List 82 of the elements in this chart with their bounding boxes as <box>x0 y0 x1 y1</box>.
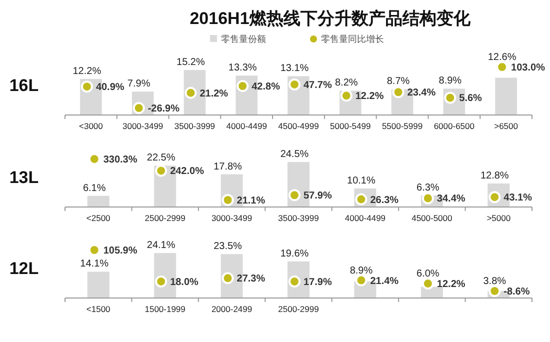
data-label: 8.7% <box>386 76 410 88</box>
data-label: 13.3% <box>228 62 257 74</box>
point <box>288 189 300 202</box>
data-label: 17.9% <box>304 277 332 288</box>
data-label: 23.4% <box>407 88 436 99</box>
data-label: 5.6% <box>459 93 482 104</box>
data-label: -8.6% <box>504 286 530 298</box>
data-label: 8.9% <box>350 265 373 276</box>
data-label: 6.1% <box>82 182 106 194</box>
data-label: 242.0% <box>170 166 204 178</box>
data-label: 7.9% <box>127 78 150 90</box>
x-tick-label: 2500-2999 <box>144 213 186 223</box>
data-label: 27.3% <box>236 274 266 285</box>
x-tick-label: <2500 <box>86 213 111 223</box>
data-label: 57.9% <box>304 190 332 202</box>
data-label: 12.2% <box>72 66 102 77</box>
data-label: 12.6% <box>488 52 516 63</box>
x-tick-label: 4000-4499 <box>226 121 268 131</box>
x-tick-label: 5000-5499 <box>330 121 371 131</box>
data-label: 17.8% <box>214 161 242 172</box>
data-label: 21.1% <box>236 196 266 206</box>
data-label: -26.9% <box>148 104 180 114</box>
data-label: 43.1% <box>504 192 532 204</box>
data-label: 24.5% <box>280 149 309 160</box>
data-label: 24.1% <box>146 240 176 251</box>
point <box>80 80 93 93</box>
data-label: 22.5% <box>146 152 176 164</box>
data-label: 34.4% <box>436 194 466 205</box>
legend-label: 零售量份额 <box>221 34 266 44</box>
x-tick-label: >5000 <box>486 213 511 223</box>
point <box>288 78 300 90</box>
data-label: 26.3% <box>370 194 399 206</box>
x-tick-label: 4500-4999 <box>278 121 320 131</box>
data-label: 14.1% <box>80 258 109 270</box>
data-label: 21.2% <box>200 88 228 100</box>
point <box>222 194 234 206</box>
point <box>155 164 168 177</box>
bar <box>87 196 110 207</box>
x-tick-label: 2000-2499 <box>211 304 252 314</box>
x-tick-label: 2500-2999 <box>278 304 320 314</box>
x-tick-label: 3500-3999 <box>278 213 320 223</box>
data-label: 6.0% <box>416 268 440 280</box>
point <box>340 90 352 102</box>
x-tick-label: 3000-3499 <box>211 213 252 223</box>
data-label: 330.3% <box>103 154 138 166</box>
data-label: 6.3% <box>416 182 440 194</box>
data-label: 8.2% <box>334 78 358 89</box>
bar <box>87 272 110 298</box>
data-label: 12.2% <box>355 91 384 102</box>
x-tick-label: <3000 <box>79 121 104 131</box>
data-label: 21.4% <box>370 276 399 287</box>
data-label: 8.9% <box>438 76 462 87</box>
x-tick-label: >6500 <box>494 121 518 131</box>
y-axis-title: 12L <box>9 258 39 278</box>
x-tick-label: 1500-1999 <box>144 304 186 314</box>
x-tick-label: 4500-5000 <box>412 213 453 223</box>
data-label: 12.2% <box>436 279 466 290</box>
data-label: 12.8% <box>480 170 509 182</box>
x-tick-label: 3000-3499 <box>122 121 164 131</box>
point <box>236 80 249 92</box>
x-tick-label: 3500-3999 <box>174 121 216 131</box>
y-axis-title: 16L <box>9 76 39 95</box>
data-label: 19.6% <box>280 248 309 260</box>
legend-label: 零售量同比增长 <box>321 34 384 44</box>
data-label: 23.5% <box>214 241 242 252</box>
data-label: 47.7% <box>304 80 332 91</box>
bar <box>495 78 517 115</box>
data-label: 18.0% <box>170 276 199 288</box>
x-tick-label: <1500 <box>86 304 111 314</box>
data-label: 3.8% <box>483 276 506 287</box>
chart-title: 2016H1燃热线下分升数产品结构变化 <box>190 9 472 28</box>
x-tick-label: 4000-4499 <box>344 213 386 223</box>
x-tick-label: 6000-6500 <box>434 121 475 131</box>
y-axis-title: 13L <box>9 168 39 187</box>
data-label: 42.8% <box>252 82 280 92</box>
data-label: 40.9% <box>96 82 124 94</box>
data-label: 105.9% <box>103 246 138 256</box>
data-label: 10.1% <box>347 175 376 186</box>
x-tick-label: 5500-5999 <box>382 121 423 131</box>
data-label: 15.2% <box>176 57 206 68</box>
data-label: 13.1% <box>280 63 309 74</box>
data-label: 103.0% <box>511 62 546 74</box>
